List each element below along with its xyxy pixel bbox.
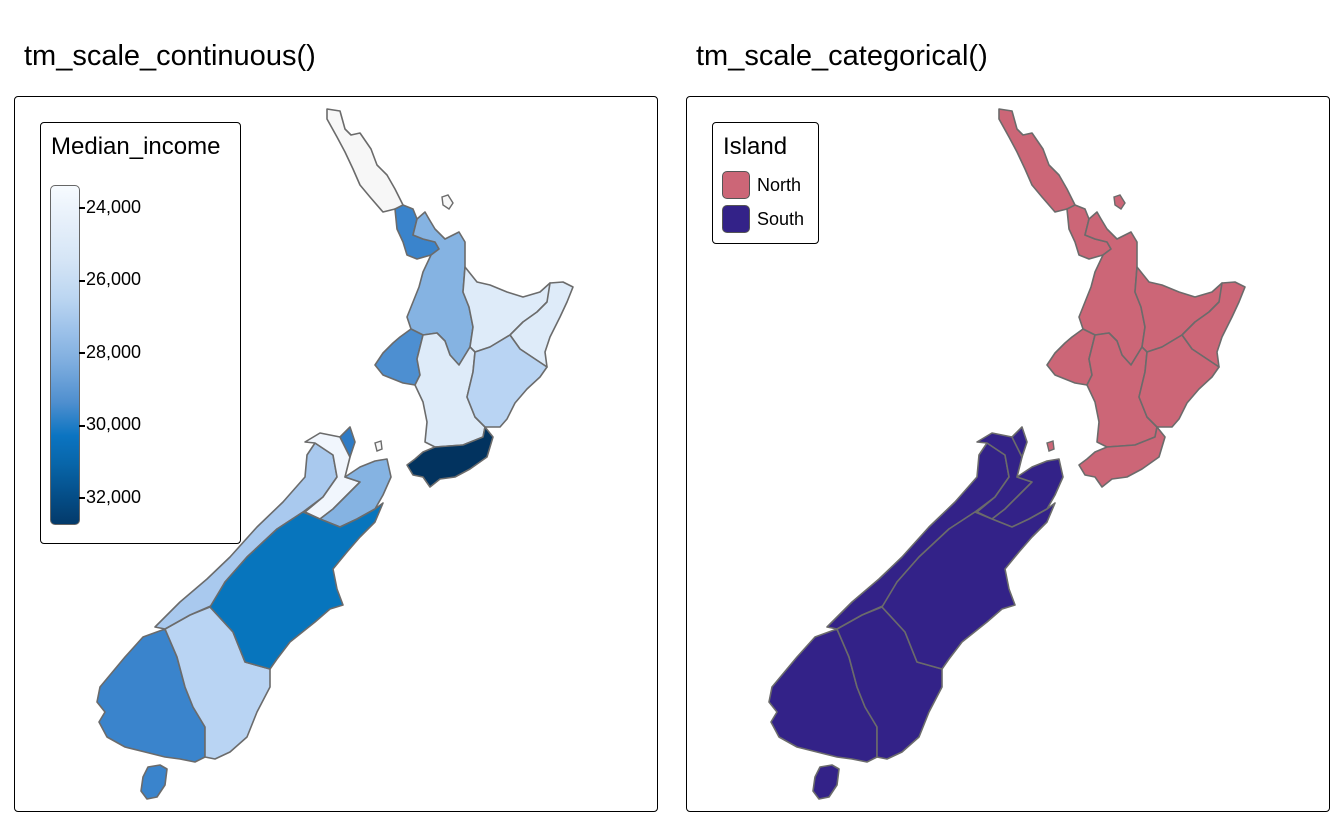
region-taranaki (374, 328, 424, 386)
north-swatch (722, 171, 750, 199)
legend-tick (79, 352, 85, 354)
legend-item-south: South (722, 205, 822, 237)
legend-tick (79, 425, 85, 427)
south-swatch (722, 205, 750, 233)
legend-tick-label: 30,000 (86, 414, 142, 434)
region-canterbury (881, 502, 1056, 670)
legend-title: Median_income (51, 133, 221, 160)
legend-tick (79, 497, 85, 499)
legend-title: Island (723, 133, 788, 160)
region-hawkes-bay (1138, 334, 1220, 428)
region-wellington (1078, 426, 1166, 488)
legend-tick (79, 207, 85, 209)
color-ramp (50, 185, 80, 525)
small-island (1113, 194, 1126, 210)
region-canterbury (209, 502, 384, 670)
categorical-map (768, 108, 1246, 800)
legend-tick (79, 280, 85, 282)
legend-tick-label: 28,000 (86, 342, 142, 362)
region-wellington (406, 426, 494, 488)
continuous-map-frame: Median_income 24,000 26,000 28,000 30,00… (14, 96, 658, 812)
region-northland (998, 108, 1084, 218)
small-island (374, 440, 383, 452)
legend-tick-label: 24,000 (86, 197, 142, 217)
left-panel-title: tm_scale_continuous() (24, 40, 316, 72)
legend-tick-label: 26,000 (86, 269, 142, 289)
island-legend: Island North South (712, 122, 819, 244)
legend-item-north: North (722, 171, 822, 203)
small-island (441, 194, 454, 210)
continuous-map (96, 108, 574, 800)
legend-item-label: North (757, 175, 802, 195)
small-island (1046, 440, 1055, 452)
region-stewart-island (812, 764, 840, 800)
region-nelson (1011, 426, 1028, 458)
median-income-legend: Median_income 24,000 26,000 28,000 30,00… (40, 122, 241, 544)
right-panel-title: tm_scale_categorical() (696, 40, 988, 72)
region-northland (326, 108, 412, 218)
region-taranaki (1046, 328, 1096, 386)
categorical-map-frame: Island North South (686, 96, 1330, 812)
region-hawkes-bay (466, 334, 548, 428)
legend-tick-label: 32,000 (86, 487, 142, 507)
legend-item-label: South (757, 209, 805, 229)
region-nelson (339, 426, 356, 458)
region-stewart-island (140, 764, 168, 800)
